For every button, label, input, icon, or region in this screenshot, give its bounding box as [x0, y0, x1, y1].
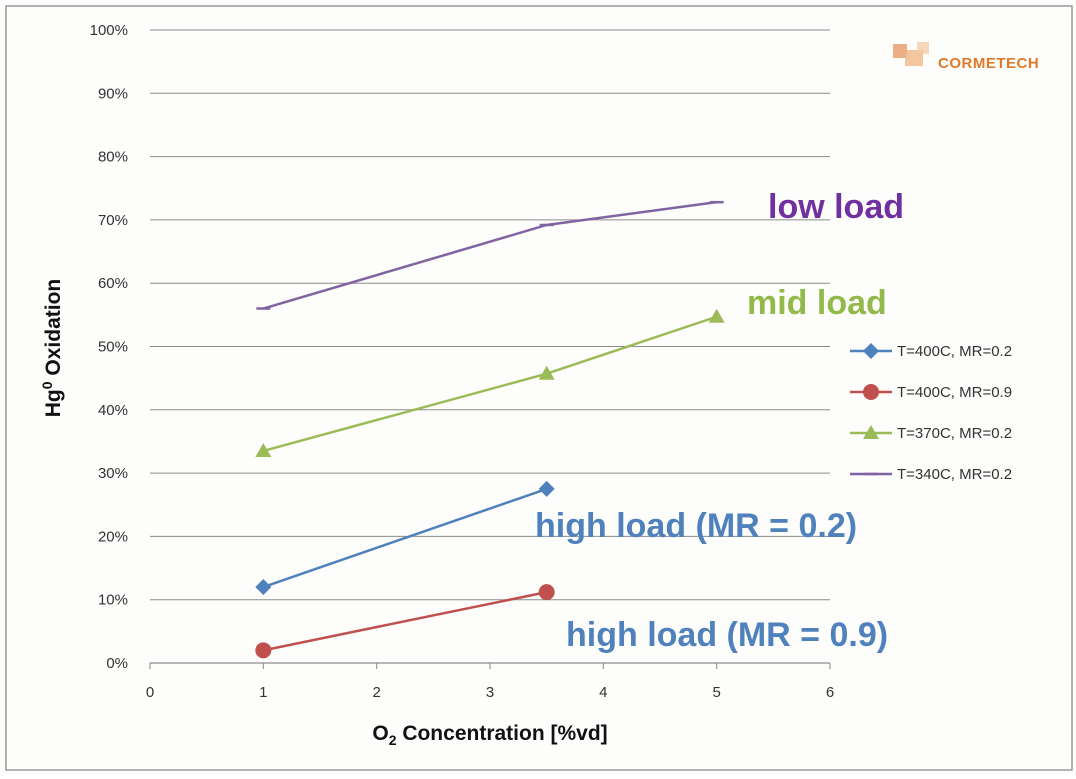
data-point-diamond: [255, 579, 272, 596]
x-axis-title: O2 Concentration [%vd]: [372, 722, 607, 748]
y-tick-label: 50%: [98, 339, 128, 356]
x-tick-label: 2: [372, 684, 380, 701]
y-axis-title: Hg0 Oxidation: [39, 279, 65, 417]
data-point-triangle: [538, 365, 555, 380]
gridlines: [150, 29, 830, 601]
y-tick-label: 80%: [98, 149, 128, 166]
data-point-triangle: [708, 308, 725, 323]
logo-mark-icon-3: [917, 42, 929, 54]
series-lines: [255, 200, 725, 659]
series-line: [262, 487, 548, 589]
annotation-label: high load (MR = 0.9): [566, 616, 888, 654]
x-tick-label: 6: [826, 684, 834, 701]
legend-label: T=340C, MR=0.2: [897, 466, 1012, 483]
series-line: [262, 200, 717, 310]
data-point-diamond: [863, 343, 879, 359]
data-point-diamond: [538, 480, 555, 497]
data-point-triangle: [863, 425, 879, 439]
annotation-label: mid load: [747, 284, 887, 322]
x-tick-label: 3: [486, 684, 494, 701]
annotation-label: high load (MR = 0.2): [535, 507, 857, 545]
y-tick-label: 40%: [98, 402, 128, 419]
logo-text: CORMETECH: [938, 55, 1039, 72]
y-tick-label: 20%: [98, 528, 128, 545]
data-point-triangle: [255, 442, 272, 457]
x-tick-label: 5: [712, 684, 720, 701]
data-point-circle: [863, 384, 879, 400]
y-tick-label: 100%: [90, 22, 128, 39]
series-line: [263, 590, 547, 652]
chart-border: [5, 5, 1073, 771]
axes: 0% 10% 20% 30% 40% 50% 60% 70% 80% 90% 100% 0 1 2 3 4 5 6: [90, 22, 835, 701]
series-line: [263, 315, 718, 453]
logo-mark-icon: [893, 44, 907, 58]
legend-label: T=400C, MR=0.2: [897, 343, 1012, 360]
y-tick-label: 70%: [98, 212, 128, 229]
annotations: low load mid load high load (MR = 0.2) high…: [535, 188, 904, 654]
y-tick-label: 60%: [98, 275, 128, 292]
data-point-circle: [255, 642, 272, 659]
y-tick-label: 10%: [98, 592, 128, 609]
legend-label: T=370C, MR=0.2: [897, 425, 1012, 442]
y-tick-label: 90%: [98, 85, 128, 102]
annotation-label: low load: [768, 188, 904, 226]
y-tick-label: 30%: [98, 465, 128, 482]
x-tick-label: 4: [599, 684, 607, 701]
x-tick-label: 0: [146, 684, 154, 701]
legend: T=400C, MR=0.2 T=400C, MR=0.9 T=370C, MR=0…: [850, 343, 1012, 483]
cormetech-logo: CORMETECH: [893, 42, 1039, 72]
data-point-circle: [538, 584, 555, 601]
x-tick-label: 1: [259, 684, 267, 701]
legend-label: T=400C, MR=0.9: [897, 384, 1012, 401]
y-tick-label: 0%: [106, 655, 128, 672]
